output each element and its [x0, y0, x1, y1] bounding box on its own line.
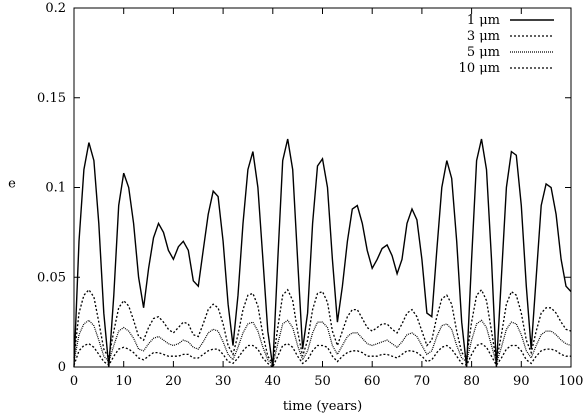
x-axis-label: time (years)	[283, 399, 362, 414]
series-line-3	[73, 319, 572, 367]
x-tick-label: 90	[513, 374, 530, 389]
x-tick-label: 10	[115, 374, 132, 389]
x-tick-label: 50	[314, 374, 331, 389]
y-tick-label: 0.2	[45, 1, 66, 16]
legend-label: 1 μm	[467, 13, 500, 28]
series-line-2	[73, 288, 572, 366]
x-tick-label: 0	[70, 374, 78, 389]
y-tick-label: 0.15	[37, 91, 66, 106]
axis-ticks: 0 10 20 30 40 50 60 70 80 90 100 0 0.05 0.1 0.15 0.2	[37, 1, 583, 389]
x-tick-label: 60	[364, 374, 381, 389]
legend-label: 3 μm	[467, 29, 500, 44]
series-layer	[73, 138, 572, 368]
x-tick-label: 80	[463, 374, 480, 389]
y-tick-label: 0.1	[45, 181, 66, 196]
legend-label: 5 μm	[467, 45, 500, 60]
x-tick-label: 100	[559, 374, 583, 389]
y-axis-label: e	[8, 177, 16, 192]
x-tick-label: 30	[215, 374, 232, 389]
series-line-4	[73, 342, 571, 368]
x-tick-label: 40	[265, 374, 282, 389]
legend-label: 10 μm	[459, 61, 500, 76]
y-tick-label: 0.05	[37, 270, 66, 285]
y-tick-label: 0	[58, 360, 66, 375]
x-tick-label: 20	[165, 374, 182, 389]
x-tick-label: 70	[414, 374, 431, 389]
series-line-1	[73, 138, 572, 368]
